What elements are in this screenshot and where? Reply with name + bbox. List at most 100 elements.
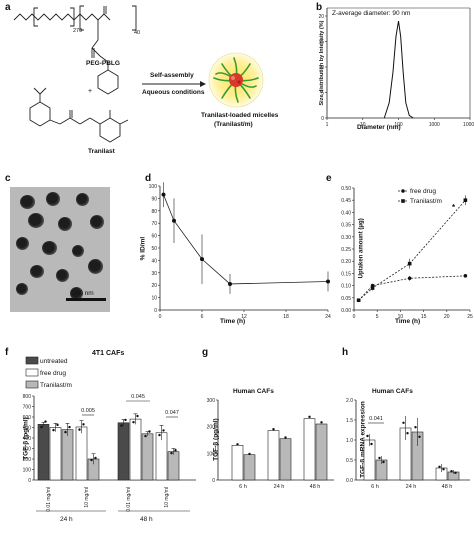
panel-label-d: d [145, 173, 152, 184]
tem-image: 200 nm [10, 187, 110, 312]
zavg-annotation: Z-average diameter: 90 nm [332, 10, 411, 17]
f-dot [148, 430, 151, 433]
e-legend-marker-nano [401, 199, 405, 203]
g-bar [267, 430, 280, 481]
h-xtick-label: 6 h [371, 484, 379, 490]
f-dot [94, 456, 97, 460]
panel-label-a: a [5, 2, 11, 13]
d-ytick-label: 30 [151, 271, 157, 277]
f-dot [82, 423, 85, 426]
f-dose-label: 0.01 mg/ml [126, 487, 132, 512]
d-ytick-label: 0 [154, 308, 157, 314]
f-legend-nano: Tranilast/m [40, 382, 72, 389]
e-ytick-label: 0.00 [341, 308, 351, 314]
f-time-48: 48 h [140, 516, 153, 523]
f-dot [170, 451, 173, 455]
f-dot [64, 430, 67, 434]
h-dot [418, 435, 421, 438]
f-dot [120, 424, 123, 427]
d-ytick-label: 60 [151, 234, 157, 240]
d-ytick-label: 50 [151, 246, 157, 252]
b-xtick-label: 1 [326, 122, 329, 128]
e-ytick-label: 0.25 [341, 247, 351, 253]
f-dot [162, 429, 165, 432]
micelle-label-sub: (Tranilast/m) [214, 121, 253, 128]
g-dot [248, 452, 251, 456]
f-dot [90, 458, 93, 462]
g-dot [236, 443, 239, 446]
f-ytick-label: 500 [23, 426, 32, 432]
h-xtick-label: 24 h [406, 484, 417, 490]
f-legend-swatch-1 [25, 368, 39, 377]
g-dot [320, 421, 323, 424]
g-xtick-label: 6 h [239, 484, 247, 490]
h-title: Human CAFs [372, 388, 413, 395]
f-time-24: 24 h [60, 516, 73, 523]
panel-label-e: e [326, 173, 332, 184]
panel-label-f: f [5, 347, 9, 358]
h-p-value: 0.041 [369, 416, 383, 422]
f-ytick-label: 700 [23, 405, 32, 411]
g-xtick-label: 24 h [274, 484, 285, 490]
g-ytick-label: 100 [207, 451, 216, 457]
scale-bar-label: 200 nm [72, 290, 94, 297]
b-ytick-label: 10 [318, 65, 324, 71]
e-legend-marker-free [401, 189, 405, 193]
e-line-1 [358, 199, 466, 301]
e-ytick-label: 0.40 [341, 210, 351, 216]
f-dose-label: 10 mg/ml [84, 487, 90, 508]
d-ytick-label: 90 [151, 196, 157, 202]
h-dot [402, 421, 405, 424]
f-bar [167, 451, 180, 481]
e-point-nano [370, 286, 375, 290]
f-dot [52, 428, 55, 432]
drug-label: Tranilast [88, 148, 115, 155]
h-ytick-label: 1.0 [346, 438, 353, 444]
d-ytick-label: 40 [151, 258, 157, 264]
e-point-free [463, 274, 468, 278]
f-bar [61, 429, 74, 481]
b-xtick-label: 100 [394, 122, 403, 128]
f-ytick-label: 400 [23, 436, 32, 442]
e-ytick-label: 0.15 [341, 271, 351, 277]
h-ytick-label: 1.5 [346, 418, 353, 424]
panel-label-b: b [316, 2, 323, 13]
h-dot [366, 434, 369, 438]
e-ytick-label: 0.50 [341, 186, 351, 192]
e-xtick-label: 5 [376, 314, 379, 320]
f-ytick-label: 200 [23, 457, 32, 463]
f-bar [49, 427, 62, 481]
f-legend-swatch-0 [25, 356, 39, 365]
d-point [172, 218, 176, 223]
f-dot [78, 428, 81, 431]
e-ytick-label: 0.05 [341, 296, 351, 302]
e-point-nano [407, 261, 412, 266]
d-ytick-label: 100 [149, 184, 158, 190]
g-title: Human CAFs [233, 388, 274, 395]
f-dot [68, 425, 71, 429]
arrow-label-top: Self-assembly [150, 72, 194, 79]
g-ytick-label: 0 [212, 478, 215, 484]
g-dot [308, 415, 311, 419]
d-xtick-label: 6 [201, 314, 204, 320]
b-xtick-label: 10 [360, 122, 366, 128]
d-point [228, 281, 232, 286]
b-ytick-label: 5 [321, 91, 324, 97]
plus-sign: + [88, 88, 93, 95]
f-dot [132, 420, 135, 424]
e-line-0 [358, 275, 466, 301]
d-ytick-label: 20 [151, 283, 157, 289]
e-legend-nano: Tranilast/m [410, 198, 442, 205]
f-dot [158, 433, 161, 437]
arrow-label-bottom: Aqueous conditions [142, 89, 205, 96]
f-bar [37, 424, 50, 481]
scale-bar [66, 298, 106, 301]
d-ytick-label: 80 [151, 209, 157, 215]
h-xtick-label: 48 h [442, 484, 453, 490]
e-ytick-label: 0.10 [341, 284, 351, 290]
g-dot [272, 427, 275, 431]
e-point-nano [356, 298, 361, 303]
e-xtick-label: 15 [421, 314, 427, 320]
